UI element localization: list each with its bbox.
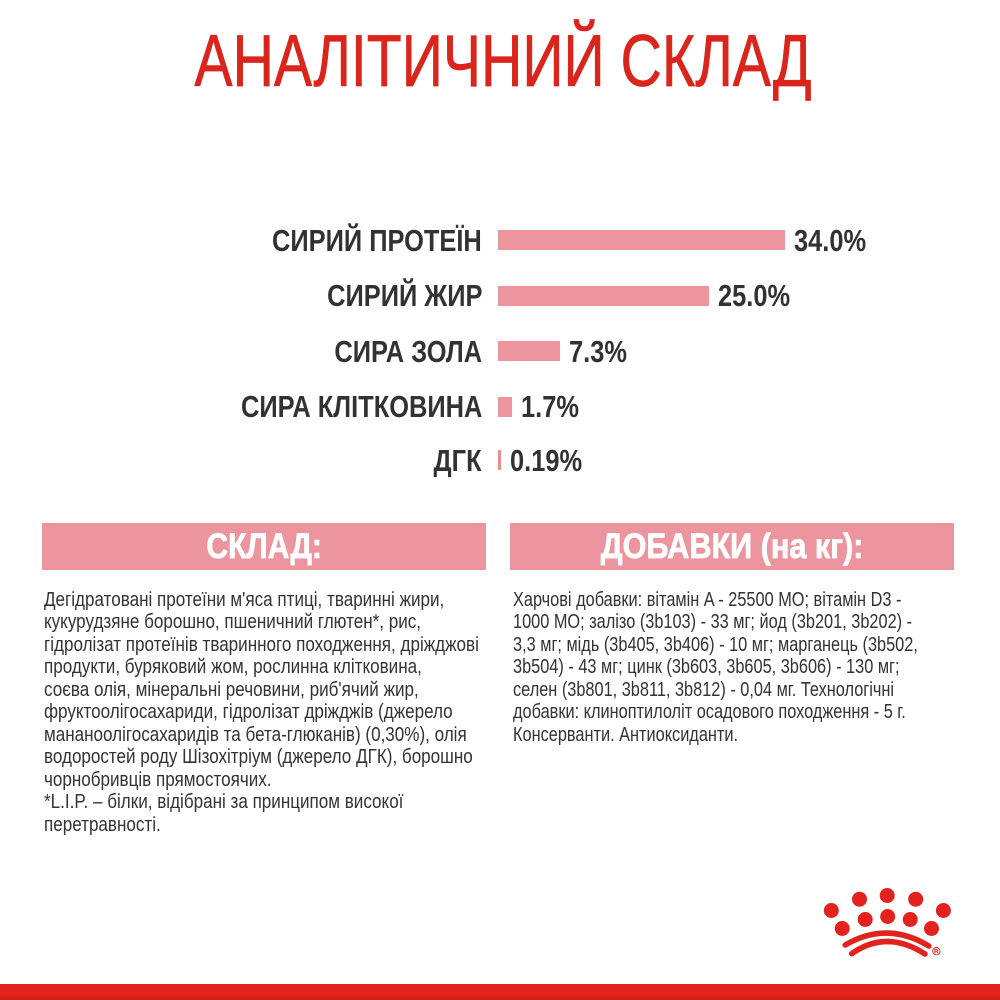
svg-text:R: R: [934, 949, 939, 956]
